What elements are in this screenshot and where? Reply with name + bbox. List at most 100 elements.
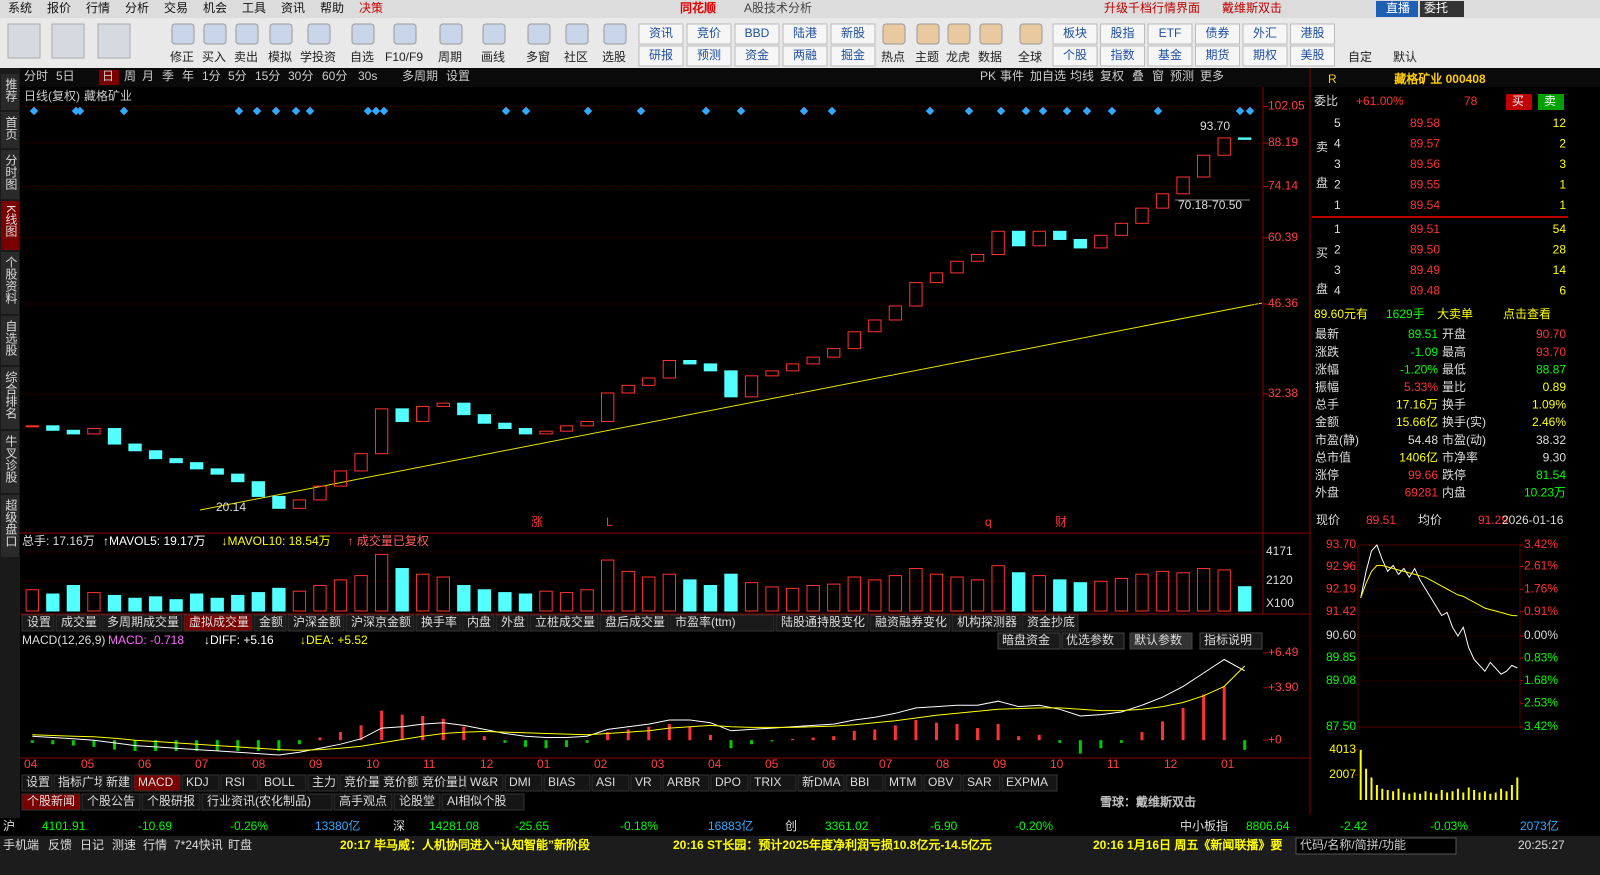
indicator-tab[interactable] bbox=[345, 614, 415, 632]
event-dot[interactable] bbox=[925, 106, 935, 116]
live-button[interactable] bbox=[1376, 1, 1418, 17]
period-tab[interactable]: 周 bbox=[124, 69, 136, 83]
chart-tool[interactable]: 叠 bbox=[1132, 69, 1144, 83]
tool-label[interactable]: 全球 bbox=[1018, 49, 1042, 64]
formula-tab-label[interactable]: W&R bbox=[470, 775, 498, 789]
sidebar-label[interactable]: 推荐 bbox=[4, 78, 18, 103]
grid-button-label[interactable]: 美股 bbox=[1300, 48, 1324, 62]
bottom-item[interactable]: 反馈 bbox=[48, 838, 72, 852]
tool-label[interactable]: 卖出 bbox=[234, 50, 258, 64]
news-tab-label[interactable]: AI相似个股 bbox=[447, 794, 506, 808]
formula-tab-label[interactable]: MTM bbox=[889, 775, 916, 789]
formula-tab[interactable] bbox=[504, 774, 543, 792]
formula-tab[interactable] bbox=[749, 774, 797, 792]
tool-label[interactable]: 多窗 bbox=[526, 50, 550, 64]
tool-label[interactable]: 自定 bbox=[1348, 49, 1372, 64]
chart-tool[interactable]: 更多 bbox=[1200, 69, 1224, 83]
indicator-tab-label[interactable]: 盘后成交量 bbox=[605, 614, 665, 629]
indicator-tab[interactable] bbox=[415, 614, 461, 632]
grid-button-label[interactable]: 港股 bbox=[1300, 26, 1324, 40]
macd-button-label[interactable]: 指标说明 bbox=[1204, 632, 1252, 647]
sidebar-label[interactable]: 综合排名 bbox=[4, 371, 18, 419]
bottom-item[interactable]: 测速 bbox=[112, 838, 136, 852]
macd-button-label[interactable]: 默认参数 bbox=[1134, 632, 1182, 647]
indicator-tab[interactable] bbox=[55, 614, 101, 632]
tool-label[interactable]: 主题 bbox=[915, 50, 939, 64]
news-tab-label[interactable]: 个股研报 bbox=[147, 793, 195, 808]
chart-tool[interactable]: 加自选 bbox=[1030, 69, 1066, 83]
event-dot[interactable] bbox=[636, 106, 646, 116]
event-dot[interactable] bbox=[305, 106, 315, 116]
grid-button[interactable] bbox=[1290, 45, 1335, 67]
grid-button[interactable] bbox=[1052, 45, 1098, 67]
grid-button-label[interactable]: 资讯 bbox=[649, 26, 673, 40]
tool-label[interactable]: 数据 bbox=[978, 49, 1002, 64]
formula-tab[interactable] bbox=[962, 774, 1001, 792]
indicator-tab-label[interactable]: 内盘 bbox=[467, 614, 491, 629]
menu-item[interactable]: 交易 bbox=[164, 0, 188, 15]
grid-button[interactable] bbox=[830, 45, 876, 67]
formula-tab[interactable] bbox=[378, 774, 417, 792]
buy-button[interactable] bbox=[1506, 94, 1532, 110]
sidebar-tab[interactable] bbox=[1, 112, 19, 148]
sidebar-tab[interactable] bbox=[1, 74, 19, 110]
grid-button-label[interactable]: 期货 bbox=[1205, 47, 1229, 62]
news-tab[interactable] bbox=[333, 793, 393, 811]
news-tab[interactable] bbox=[393, 793, 441, 811]
indicator-tab-label[interactable]: 融资融券变化 bbox=[875, 614, 947, 629]
bottom-item[interactable]: 日记 bbox=[80, 838, 104, 852]
tool-label[interactable]: 自选 bbox=[350, 50, 374, 64]
news-tab-label[interactable]: 个股新闻 bbox=[27, 793, 75, 808]
user-name[interactable]: 戴维斯双击 bbox=[1222, 0, 1282, 15]
sell-button[interactable] bbox=[1538, 94, 1564, 110]
search-box[interactable] bbox=[1295, 837, 1457, 855]
grid-button[interactable] bbox=[1147, 45, 1193, 67]
event-marker[interactable]: 财 bbox=[1055, 515, 1067, 529]
news-item[interactable]: 20:17 毕马威：人机协同进入“认知智能”新阶段 bbox=[340, 837, 591, 852]
news-tab[interactable] bbox=[21, 793, 81, 811]
indicator-tab-label[interactable]: 换手率 bbox=[421, 614, 457, 629]
grid-button-label[interactable]: 债券 bbox=[1205, 25, 1229, 40]
macd-button-label[interactable]: 优选参数 bbox=[1066, 632, 1114, 647]
formula-tab-label[interactable]: RSI bbox=[225, 775, 245, 789]
event-marker[interactable]: q bbox=[985, 515, 992, 529]
tool-icon[interactable] bbox=[393, 23, 417, 45]
indicator-tab-label[interactable]: 成交量 bbox=[61, 614, 97, 629]
event-dot[interactable] bbox=[29, 106, 39, 116]
formula-tab[interactable] bbox=[710, 774, 749, 792]
formula-tab-label[interactable]: KDJ bbox=[186, 775, 209, 789]
grid-button-label[interactable]: 预测 bbox=[697, 48, 721, 62]
news-tab[interactable] bbox=[201, 793, 333, 811]
sidebar-label[interactable]: 自选股 bbox=[4, 320, 18, 357]
formula-tab-label[interactable]: ARBR bbox=[667, 775, 701, 789]
grid-button[interactable] bbox=[1147, 23, 1193, 45]
grid-button-label[interactable]: 股指 bbox=[1110, 25, 1134, 40]
grid-button[interactable] bbox=[638, 45, 684, 67]
grid-button-label[interactable]: 个股 bbox=[1063, 48, 1087, 62]
period-tab[interactable]: 5分 bbox=[228, 69, 247, 83]
indicator-tab-label[interactable]: 虚拟成交量 bbox=[189, 614, 249, 629]
indicator-tab-label[interactable]: 设置 bbox=[27, 615, 51, 629]
search-placeholder[interactable]: 代码/名称/简拼/功能 bbox=[1300, 837, 1406, 852]
formula-tab-label[interactable]: 设置 bbox=[26, 775, 50, 789]
formula-tab[interactable] bbox=[181, 774, 220, 792]
menu-item[interactable]: 机会 bbox=[203, 1, 227, 15]
period-tab[interactable]: 分时 bbox=[24, 69, 48, 83]
tool-label[interactable]: 买入 bbox=[202, 50, 226, 64]
formula-tab-label[interactable]: BIAS bbox=[548, 775, 575, 789]
event-dot[interactable] bbox=[1235, 106, 1245, 116]
formula-tab-label[interactable]: BBI bbox=[850, 775, 869, 789]
event-dot[interactable] bbox=[799, 106, 809, 116]
formula-tab-label[interactable]: 主力 bbox=[312, 775, 336, 789]
period-tab[interactable]: 年 bbox=[182, 69, 194, 83]
tool-icon[interactable] bbox=[527, 23, 551, 45]
grid-button-label[interactable]: 指数 bbox=[1110, 47, 1134, 62]
indicator-tab[interactable] bbox=[775, 614, 869, 632]
tool-label[interactable]: 模拟 bbox=[268, 50, 292, 64]
indicator-tab[interactable] bbox=[183, 614, 253, 632]
bottom-item[interactable]: 手机端 bbox=[3, 838, 39, 852]
sell-label[interactable]: 卖 bbox=[1544, 94, 1556, 108]
event-dot[interactable] bbox=[1245, 106, 1255, 116]
formula-tab[interactable] bbox=[662, 774, 710, 792]
formula-tab-label[interactable]: ASI bbox=[596, 775, 615, 789]
